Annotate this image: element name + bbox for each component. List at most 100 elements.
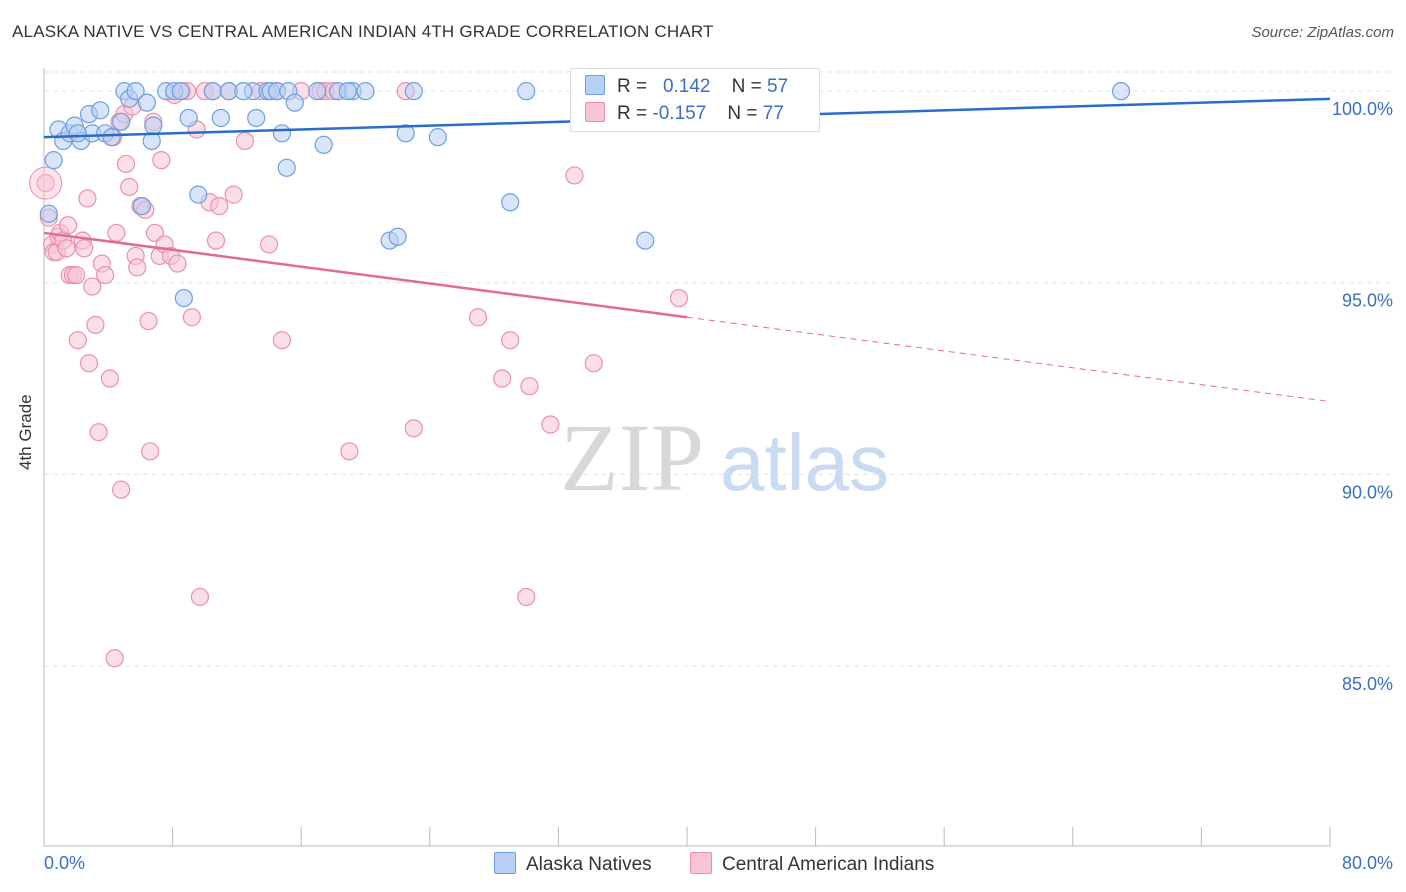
data-point [112,480,131,499]
legend-item-central-american-indians: Central American Indians [690,852,934,876]
data-point [338,82,357,101]
grid-lines [44,71,1392,667]
data-point [203,82,222,101]
data-point [168,254,187,273]
watermark-zip: ZIP [560,404,704,511]
data-point [259,235,279,254]
stats-legend: R = 0.142 N = 57 R = -0.157 N = 77 [570,68,820,132]
data-point [234,82,253,101]
data-point [517,82,536,101]
data-point [235,131,255,151]
data-point [59,216,78,235]
y-tick-label: 95.0% [1342,291,1393,311]
legend-label: Central American Indians [722,854,935,875]
x-tick-label: 0.0% [44,853,85,873]
data-point [126,82,145,101]
legend-r-value: -0.157 [652,103,707,124]
data-point [174,288,193,308]
data-point [285,93,304,112]
data-point [102,128,121,147]
data-point [493,369,512,388]
data-point [112,112,131,131]
data-point [120,177,139,197]
watermark: ZIP atlas [560,404,889,511]
data-point [404,82,423,101]
data-point [314,135,333,154]
data-point [139,311,158,331]
data-point [206,231,226,250]
data-point [68,331,87,350]
y-tick-label: 85.0% [1342,674,1393,694]
data-point [83,277,102,296]
data-point [517,587,536,607]
data-point [144,116,163,135]
data-point [100,369,120,388]
legend-swatch-blue [494,852,516,874]
data-point [501,193,520,212]
axes [43,68,1331,847]
data-point [189,185,208,204]
data-point [272,124,292,143]
data-point [224,185,243,204]
data-point [190,587,210,607]
legend-row-central-american-indians: R = -0.157 N = 77 [585,102,784,124]
data-point [396,124,415,143]
data-point [1111,82,1131,101]
legend-swatch-blue [585,75,605,95]
y-tick-label: 100.0% [1332,99,1393,119]
data-point-large [29,166,63,200]
data-point [272,331,292,350]
data-point [39,204,58,223]
data-point [105,649,124,668]
data-point [75,239,94,258]
legend-r-label: R = [617,103,648,124]
data-point [404,419,423,438]
data-point [669,288,689,308]
legend-n-value: 77 [762,103,784,124]
data-point [91,101,110,120]
data-point [171,82,190,101]
x-tick-label: 80.0% [1342,853,1393,873]
data-point [501,331,520,350]
data-point [128,258,147,277]
source-label: Source: ZipAtlas.com [1251,24,1394,41]
legend-n-label: N = [731,76,762,97]
data-point [520,377,539,396]
legend-n-value: 57 [767,76,789,97]
data-point [132,197,152,216]
legend-n-label: N = [727,103,758,124]
legend-label: Alaska Natives [526,854,652,875]
data-point [277,158,296,177]
data-point [247,108,266,128]
data-point [68,124,87,143]
data-point [584,354,603,373]
data-point [340,442,359,461]
data-point [95,265,115,285]
x-tick-labels: 0.0% 80.0% [44,853,1393,873]
data-point [44,151,63,170]
data-point [210,197,229,216]
legend-swatch-pink [690,852,712,874]
data-point [79,354,99,373]
data-point [140,442,160,461]
data-point [541,415,560,434]
y-tick-label: 90.0% [1342,482,1393,502]
legend-r-label: R = [617,76,648,97]
data-point [565,166,584,185]
legend-swatch-pink [585,102,605,122]
data-point [89,423,108,442]
legend-r-value: 0.142 [662,76,711,97]
data-point [67,265,86,285]
data-point [388,227,407,246]
data-point [428,128,447,147]
watermark-atlas: atlas [720,418,889,507]
chart-title: ALASKA NATIVE VS CENTRAL AMERICAN INDIAN… [12,22,714,41]
data-point [468,308,488,327]
legend-row-alaska-natives: R = 0.142 N = 57 [585,75,788,97]
data-point [86,315,105,334]
data-point [356,82,375,101]
series-central-american-indians [29,82,689,668]
data-point [182,308,201,327]
data-point [78,189,97,208]
